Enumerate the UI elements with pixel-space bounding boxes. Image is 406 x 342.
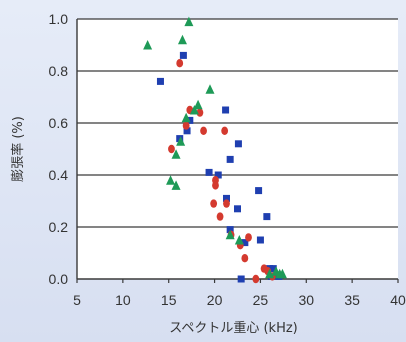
data-point-square [234, 205, 241, 213]
data-point-circle [182, 121, 190, 130]
tick-labels: 0.0 0.2 0.4 0.6 0.8 1.0 5 10 15 20 25 30 35 40 [49, 11, 406, 308]
x-tick-label: 5 [73, 292, 81, 308]
data-point-circle [221, 126, 229, 135]
x-tick-label: 20 [207, 292, 223, 308]
y-tick-label: 0.6 [49, 115, 69, 131]
data-point-circle [252, 274, 260, 284]
data-point-triangle [225, 229, 235, 240]
data-point-circle [241, 254, 249, 263]
data-point-circle [216, 212, 224, 221]
x-tick-label: 35 [344, 292, 360, 308]
data-point-square [183, 127, 191, 135]
data-point-circle [200, 126, 207, 135]
data-point-square [237, 275, 245, 283]
x-tick-label: 10 [115, 292, 131, 308]
y-tick-label: 0.8 [49, 63, 69, 79]
data-point-triangle [265, 268, 275, 279]
data-point-circle [176, 59, 184, 68]
x-tick-label: 15 [161, 292, 177, 308]
data-point-square [222, 106, 230, 114]
data-point-triangle [171, 149, 181, 159]
data-point-square [186, 116, 194, 124]
data-point-triangle [166, 175, 176, 185]
x-tick-label: 40 [390, 292, 406, 308]
data-point-triangle [205, 84, 215, 94]
data-point-square [263, 213, 271, 221]
data-point-square [255, 187, 263, 195]
y-tick-label: 1.0 [49, 11, 69, 27]
x-tick-label: 30 [298, 292, 314, 308]
data-point-square [214, 171, 222, 179]
data-point-circle [245, 233, 252, 242]
data-point-triangle [171, 180, 181, 190]
x-tick-label: 25 [253, 292, 269, 308]
y-tick-label: 0.4 [49, 167, 69, 183]
data-point-triangle [277, 268, 287, 279]
x-axis-title: スペクトル重心 (kHz) [169, 320, 298, 336]
data-point-square [179, 51, 187, 59]
data-point-circle [196, 108, 204, 117]
plot-background [77, 19, 398, 279]
data-point-square [226, 155, 234, 163]
data-point-square [269, 265, 277, 273]
data-point-triangle [176, 136, 186, 146]
data-point-triangle [184, 16, 194, 27]
data-point-triangle [189, 105, 199, 115]
gridlines [77, 18, 398, 279]
y-tick-label: 0.0 [49, 271, 69, 287]
data-point-square [241, 239, 249, 247]
data-point-triangle [181, 112, 191, 123]
data-point-square [156, 77, 164, 85]
data-point-circle [168, 144, 175, 154]
y-axis-title: 膨張率 (%) [10, 116, 26, 182]
data-point-triangle [143, 40, 153, 50]
data-point-triangle [177, 34, 187, 45]
data-point-circle [223, 199, 230, 208]
data-point-square [205, 168, 213, 176]
data-points [143, 16, 287, 284]
data-point-circle [210, 199, 218, 208]
data-point-square [256, 236, 264, 244]
data-point-triangle [193, 99, 203, 110]
data-point-circle [212, 181, 219, 190]
data-point-square [234, 140, 242, 148]
y-tick-label: 0.2 [49, 219, 69, 235]
axes [76, 19, 399, 283]
data-point-triangle [234, 235, 244, 245]
data-point-square [226, 226, 234, 234]
data-point-square [222, 194, 230, 202]
